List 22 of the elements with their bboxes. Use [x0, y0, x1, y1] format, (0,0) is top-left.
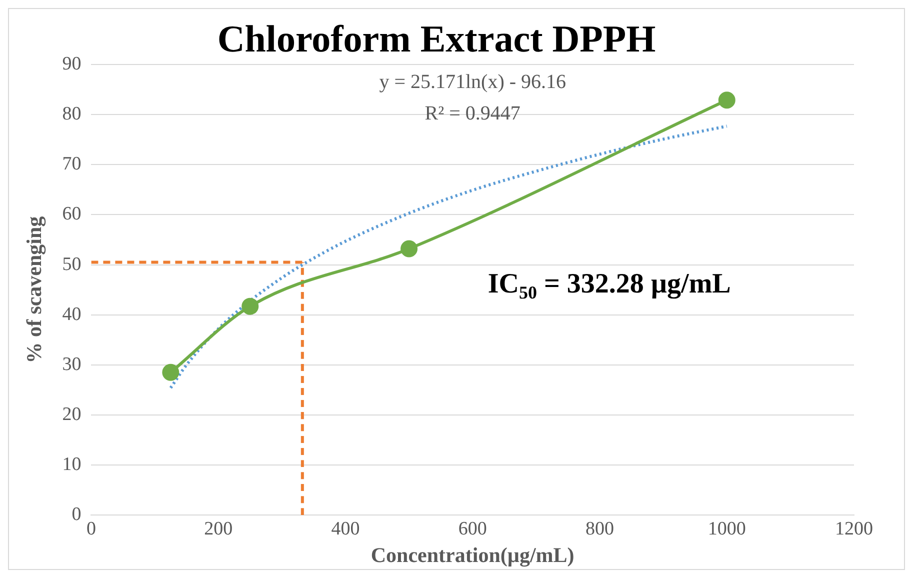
x-tick-label: 400 [331, 518, 360, 540]
y-tick-label: 60 [62, 204, 82, 225]
annotation: y = 25.171ln(x) - 96.16 [379, 70, 566, 93]
x-axis-title: Concentration(µg/mL) [370, 542, 574, 567]
x-tick-label: 0 [86, 518, 96, 540]
x-tick-label: 1200 [835, 518, 873, 540]
chart-title: Chloroform Extract DPPH [217, 18, 656, 61]
annotation: R² = 0.9447 [424, 102, 520, 124]
y-tick-label: 70 [62, 154, 82, 175]
y-tick-label: 20 [62, 404, 82, 425]
x-tick-label: 800 [585, 518, 614, 540]
y-axis-title: % of scavenging [22, 216, 46, 364]
y-tick-label: 40 [62, 304, 82, 325]
y-tick-label: 0 [72, 504, 82, 525]
y-tick-label: 50 [62, 254, 82, 275]
y-tick-label: 90 [62, 54, 82, 75]
x-tick-label: 600 [458, 518, 487, 540]
y-tick-label: 30 [62, 354, 82, 375]
y-tick-label: 10 [62, 454, 82, 475]
x-tick-label: 200 [204, 518, 233, 540]
y-tick-label: 80 [62, 104, 82, 125]
x-tick-label: 1000 [708, 518, 746, 540]
